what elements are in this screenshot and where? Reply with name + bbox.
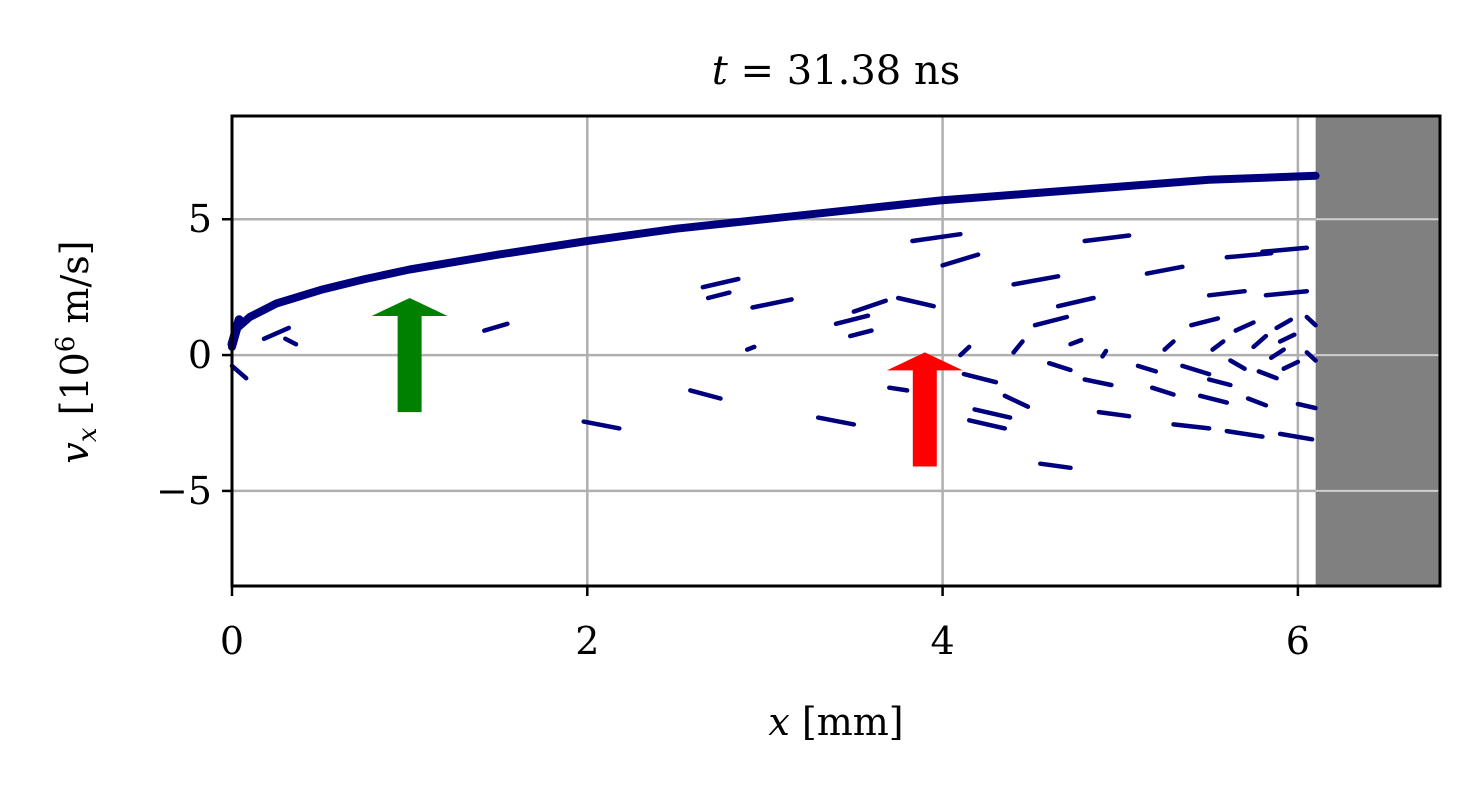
- particle-segment: [1068, 337, 1084, 347]
- particle-segment: [1206, 288, 1247, 298]
- particle-segment: [1206, 377, 1233, 388]
- y-axis-unit-prefix: [10: [53, 352, 97, 427]
- particle-segment: [1149, 385, 1176, 397]
- particle-segment: [1082, 377, 1114, 388]
- particle-segment: [1233, 320, 1256, 333]
- particle-segment: [1281, 359, 1301, 371]
- particle-segment: [972, 407, 1013, 420]
- particle-segment: [1162, 339, 1176, 352]
- particle-segment: [851, 298, 888, 314]
- y-tick-label: −5: [156, 469, 212, 513]
- particle-segment: [1171, 422, 1212, 431]
- x-tick-label: 2: [575, 619, 599, 663]
- particle-segment: [895, 295, 936, 309]
- shaded-region: [1315, 116, 1440, 586]
- particle-segment: [887, 385, 910, 393]
- arrow-up-icon: [371, 298, 448, 413]
- y-axis-subscript: x: [73, 427, 103, 442]
- chart-title: t = 31.38 ns: [712, 48, 961, 94]
- particle-segment: [1251, 333, 1269, 350]
- axis-ticks: 0 2 4 6 5 0 −5: [156, 197, 1310, 663]
- x-tick-label: 0: [220, 619, 244, 663]
- y-axis-unit-exponent: 6: [51, 336, 81, 353]
- title-value: = 31.38 ns: [728, 48, 960, 94]
- particle-segment: [1011, 339, 1025, 355]
- particle-segment: [1295, 401, 1318, 411]
- particle-segment: [910, 231, 963, 244]
- particle-segment: [1180, 363, 1212, 377]
- particle-segment: [705, 290, 732, 301]
- particle-segment: [1082, 233, 1132, 244]
- x-tick-label: 4: [930, 619, 954, 663]
- particle-segment: [1046, 360, 1073, 373]
- particle-segment: [1002, 393, 1031, 409]
- x-axis-unit: [mm]: [790, 700, 904, 744]
- particle-segment: [1189, 316, 1221, 328]
- grid-lines: [230, 116, 1440, 586]
- particle-segment: [1135, 363, 1159, 374]
- arrow-up-icon: [886, 352, 963, 467]
- y-axis-variable: v: [53, 442, 97, 464]
- particle-segment: [1032, 314, 1070, 328]
- x-axis-variable: x: [768, 700, 789, 744]
- x-tick-label: 6: [1286, 619, 1310, 663]
- wall-region: [1315, 116, 1440, 586]
- particle-segment: [1011, 274, 1061, 287]
- particle-segment: [1096, 409, 1132, 419]
- particle-segment: [1263, 288, 1310, 298]
- title-variable: t: [712, 48, 729, 94]
- particle-segment: [1228, 358, 1247, 371]
- particle-segment: [1274, 317, 1294, 331]
- y-axis-unit-suffix: m/s]: [53, 240, 97, 335]
- particle-segment: [744, 344, 757, 352]
- particle-segment: [1144, 264, 1185, 276]
- y-axis-label: vx [106 m/s]: [51, 240, 103, 463]
- y-tick-label: 0: [188, 333, 212, 377]
- particle-segment: [1277, 431, 1315, 442]
- particle-segment: [283, 336, 299, 347]
- x-axis-label: x [mm]: [768, 700, 903, 744]
- particle-segment: [750, 297, 794, 310]
- particle-segment: [961, 371, 999, 385]
- particle-segment: [1304, 314, 1318, 328]
- particle-segment: [815, 415, 857, 427]
- particle-segment: [482, 321, 510, 333]
- particle-segment: [940, 252, 981, 268]
- particle-segment: [1224, 428, 1265, 439]
- particle-segment: [1260, 245, 1310, 255]
- particle-segment: [1256, 369, 1279, 381]
- particle-segment: [1038, 461, 1073, 471]
- particle-segment: [847, 328, 874, 339]
- particle-segment: [1055, 295, 1096, 309]
- particle-segment: [700, 276, 741, 290]
- particle-segment: [1277, 332, 1297, 344]
- particle-segment: [1245, 396, 1269, 408]
- particle-segment: [1210, 339, 1226, 352]
- annotation-arrows: [371, 298, 963, 467]
- particle-segment: [1197, 393, 1230, 405]
- main-velocity-curve: [228, 171, 1320, 351]
- particle-segment: [688, 388, 723, 401]
- y-tick-label: 5: [188, 197, 212, 241]
- particle-segment: [581, 419, 622, 431]
- particle-segment: [833, 313, 871, 327]
- particle-segment: [966, 418, 1008, 431]
- particle-segment: [1268, 347, 1286, 361]
- particle-segment: [261, 325, 292, 342]
- particle-segment: [1304, 350, 1318, 363]
- particle-segment: [1100, 348, 1109, 359]
- particle-segment: [229, 363, 249, 381]
- particle-segment: [958, 344, 972, 358]
- plot-frame: [230, 114, 1442, 588]
